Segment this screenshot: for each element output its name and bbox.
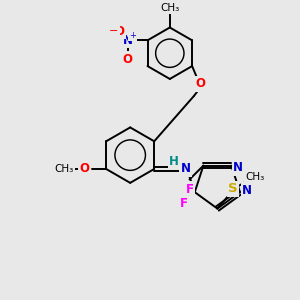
Text: S: S [228,182,238,195]
Text: O: O [80,163,89,176]
Text: −: − [109,26,119,37]
Text: O: O [123,53,133,66]
Text: N: N [184,186,194,199]
Text: F: F [185,183,194,196]
Text: O: O [115,25,125,38]
Text: CH₃: CH₃ [54,164,73,174]
Text: F: F [180,197,188,210]
Text: CH₃: CH₃ [160,3,179,13]
Text: +: + [129,31,136,40]
Text: N: N [181,163,191,176]
Text: H: H [169,154,179,168]
Text: N: N [242,184,252,197]
Text: N: N [233,161,243,174]
Text: O: O [195,77,205,90]
Text: N: N [123,34,133,47]
Text: CH₃: CH₃ [245,172,265,182]
